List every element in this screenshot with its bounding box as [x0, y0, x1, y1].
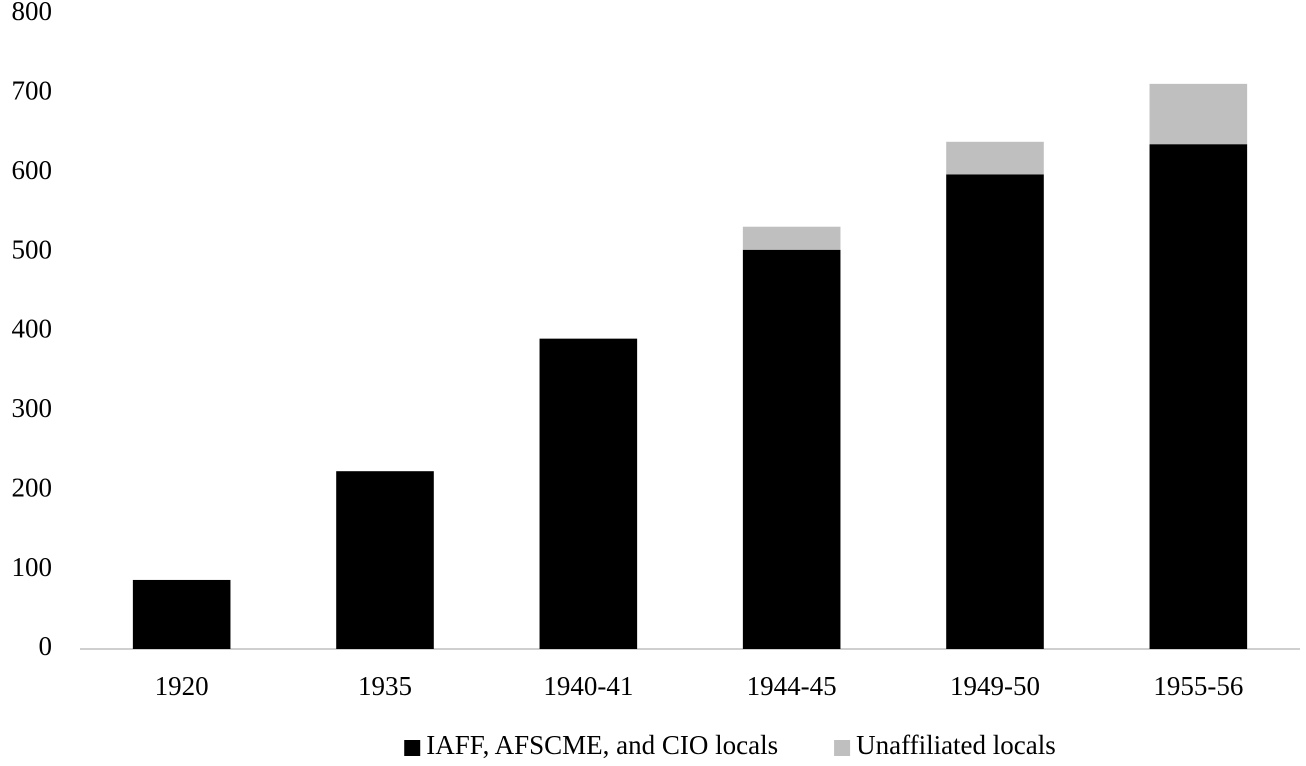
y-tick-label: 300 [12, 393, 53, 423]
bar-segment [742, 226, 841, 250]
legend-label: IAFF, AFSCME, and CIO locals [426, 730, 778, 760]
y-tick-label: 500 [12, 234, 53, 264]
bar-segment [1149, 144, 1248, 650]
bar-segment [1149, 83, 1248, 145]
x-tick-label: 1920 [155, 671, 209, 701]
x-tick-label: 1940-41 [543, 671, 633, 701]
bar-segment [539, 338, 638, 649]
legend-swatch [834, 740, 851, 756]
legend-label: Unaffiliated locals [856, 730, 1056, 760]
x-tick-label: 1944-45 [747, 671, 837, 701]
y-tick-label: 0 [39, 631, 53, 661]
bar-segment [946, 174, 1044, 649]
y-tick-label: 700 [12, 76, 53, 106]
bar-segment [336, 471, 434, 649]
y-tick-label: 200 [12, 472, 53, 502]
x-tick-label: 1949-50 [950, 671, 1040, 701]
y-tick-label: 600 [12, 155, 53, 185]
x-tick-label: 1955-56 [1153, 671, 1243, 701]
y-tick-label: 800 [12, 0, 53, 26]
bar-segment [742, 249, 841, 649]
y-tick-label: 100 [12, 552, 53, 582]
x-tick-label: 1935 [358, 671, 412, 701]
y-tick-label: 400 [12, 314, 53, 344]
legend-swatch [404, 740, 421, 756]
bar-segment [132, 579, 231, 649]
bar-segment [946, 141, 1044, 175]
